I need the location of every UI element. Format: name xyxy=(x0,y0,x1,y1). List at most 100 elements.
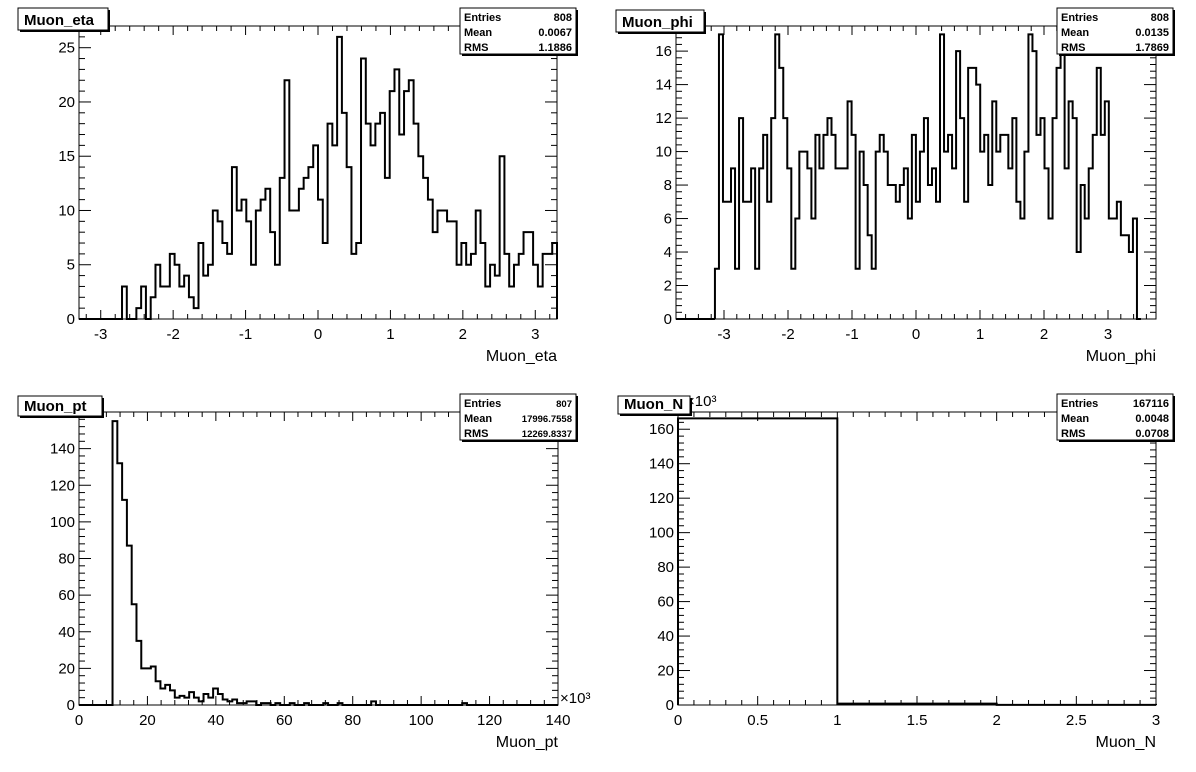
y-tick-label: 8 xyxy=(664,177,672,194)
x-axis-label: Muon_pt xyxy=(496,734,559,751)
y-tick-label: 0 xyxy=(67,697,75,714)
y-tick-label: 10 xyxy=(655,144,672,161)
y-tick-label: 16 xyxy=(655,43,672,60)
x-tick-label: 40 xyxy=(208,712,225,729)
histogram-line xyxy=(713,33,1141,320)
stats-value: 1.1886 xyxy=(538,42,572,54)
stats-label: Mean xyxy=(464,27,492,39)
x-tick-label: 0 xyxy=(674,712,682,729)
title-box xyxy=(17,395,103,417)
stats-value: 12269.8337 xyxy=(522,429,572,440)
stats-value: 807 xyxy=(556,399,572,410)
title-box xyxy=(617,395,691,415)
y-tick-label: 0 xyxy=(67,311,75,328)
y-tick-label: 0 xyxy=(666,697,674,714)
y-tick-label: 60 xyxy=(657,594,674,611)
x-tick-label: 2 xyxy=(992,712,1000,729)
stats-value: 0.0067 xyxy=(538,27,572,39)
y-tick-label: 5 xyxy=(67,257,75,274)
stats-label: Mean xyxy=(1061,413,1089,425)
histogram-line xyxy=(677,417,1157,706)
title-box xyxy=(17,7,109,31)
y-tick-label: 120 xyxy=(649,490,674,507)
stats-label: RMS xyxy=(464,42,488,54)
y-tick-label: 20 xyxy=(657,663,674,680)
x-tick-label: 1 xyxy=(833,712,841,729)
x-tick-label: -1 xyxy=(845,326,858,343)
stats-box xyxy=(459,393,577,441)
y-tick-label: 120 xyxy=(50,477,75,494)
x-tick-label: 100 xyxy=(409,712,434,729)
y-tick-label: 25 xyxy=(58,40,75,57)
panel-muon-pt: 020406080100120140020406080100120140160M… xyxy=(17,393,590,751)
stats-label: Entries xyxy=(464,398,501,410)
x-tick-label: 3 xyxy=(1104,326,1112,343)
y-tick-label: 60 xyxy=(58,587,75,604)
y-tick-label: 20 xyxy=(58,660,75,677)
y-tick-label: 40 xyxy=(657,628,674,645)
x-tick-label: 2.5 xyxy=(1066,712,1087,729)
stats-value: 17996.7558 xyxy=(522,414,572,425)
chart-title: Muon_eta xyxy=(24,12,95,29)
y-tick-label: 10 xyxy=(58,202,75,219)
x-tick-label: 0.5 xyxy=(747,712,768,729)
y-tick-label: 6 xyxy=(664,211,672,228)
stats-box xyxy=(1056,7,1174,55)
x-tick-label: 2 xyxy=(459,326,467,343)
x-tick-label: 20 xyxy=(139,712,156,729)
x-tick-label: 1.5 xyxy=(907,712,928,729)
x-tick-label: -3 xyxy=(717,326,730,343)
stats-value: 0.0708 xyxy=(1135,428,1169,440)
y-tick-label: 2 xyxy=(664,278,672,295)
x-tick-label: -2 xyxy=(166,326,179,343)
stats-label: RMS xyxy=(1061,428,1085,440)
stats-box xyxy=(1056,393,1174,441)
y-tick-label: 14 xyxy=(655,77,672,94)
x-tick-label: 60 xyxy=(276,712,293,729)
stats-label: Entries xyxy=(464,12,501,24)
stats-box xyxy=(459,7,577,55)
x-axis-label: Muon_eta xyxy=(486,348,557,365)
chart-title: Muon_phi xyxy=(622,14,693,31)
x-tick-label: 0 xyxy=(314,326,322,343)
histogram-line xyxy=(79,35,558,320)
x-tick-label: -3 xyxy=(94,326,107,343)
x-tick-label: 3 xyxy=(531,326,539,343)
x-tick-label: 0 xyxy=(75,712,83,729)
x-axis-label: Muon_N xyxy=(1096,734,1156,751)
plot-frame xyxy=(677,411,1157,706)
x-axis-label: Muon_phi xyxy=(1086,348,1156,365)
x-tick-label: 0 xyxy=(912,326,920,343)
y-tick-label: 4 xyxy=(664,244,672,261)
y-tick-label: 40 xyxy=(58,624,75,641)
x-tick-label: 1 xyxy=(386,326,394,343)
stats-label: RMS xyxy=(1061,42,1085,54)
x-tick-label: 1 xyxy=(976,326,984,343)
y-tick-label: 100 xyxy=(50,514,75,531)
x-tick-label: 2 xyxy=(1040,326,1048,343)
y-tick-label: 140 xyxy=(50,441,75,458)
stats-value: 808 xyxy=(1151,12,1169,24)
x-tick-label: -1 xyxy=(239,326,252,343)
chart-title: Muon_pt xyxy=(24,398,86,415)
x-tick-label: 3 xyxy=(1152,712,1160,729)
chart-title: Muon_N xyxy=(624,396,683,413)
y-tick-label: 160 xyxy=(649,421,674,438)
y-tick-label: 100 xyxy=(649,525,674,542)
y-tick-label: 20 xyxy=(58,94,75,111)
x-tick-label: 140 xyxy=(545,712,570,729)
y-tick-label: 80 xyxy=(657,559,674,576)
stats-value: 1.7869 xyxy=(1135,42,1169,54)
x-tick-label: 80 xyxy=(344,712,361,729)
x-multiplier: ×10³ xyxy=(560,690,590,707)
stats-value: 808 xyxy=(554,12,572,24)
stats-label: Mean xyxy=(464,413,492,425)
x-tick-label: -2 xyxy=(781,326,794,343)
panel-muon-eta: -3 -2 -1 0 1 2 3 0 5 10 15 20 25 Muon_eta Muon_eta Entr… xyxy=(17,7,578,365)
stats-value: 0.0135 xyxy=(1135,27,1169,39)
y-tick-label: 12 xyxy=(655,110,672,127)
stats-label: RMS xyxy=(464,428,488,440)
plot-frame xyxy=(78,411,559,706)
